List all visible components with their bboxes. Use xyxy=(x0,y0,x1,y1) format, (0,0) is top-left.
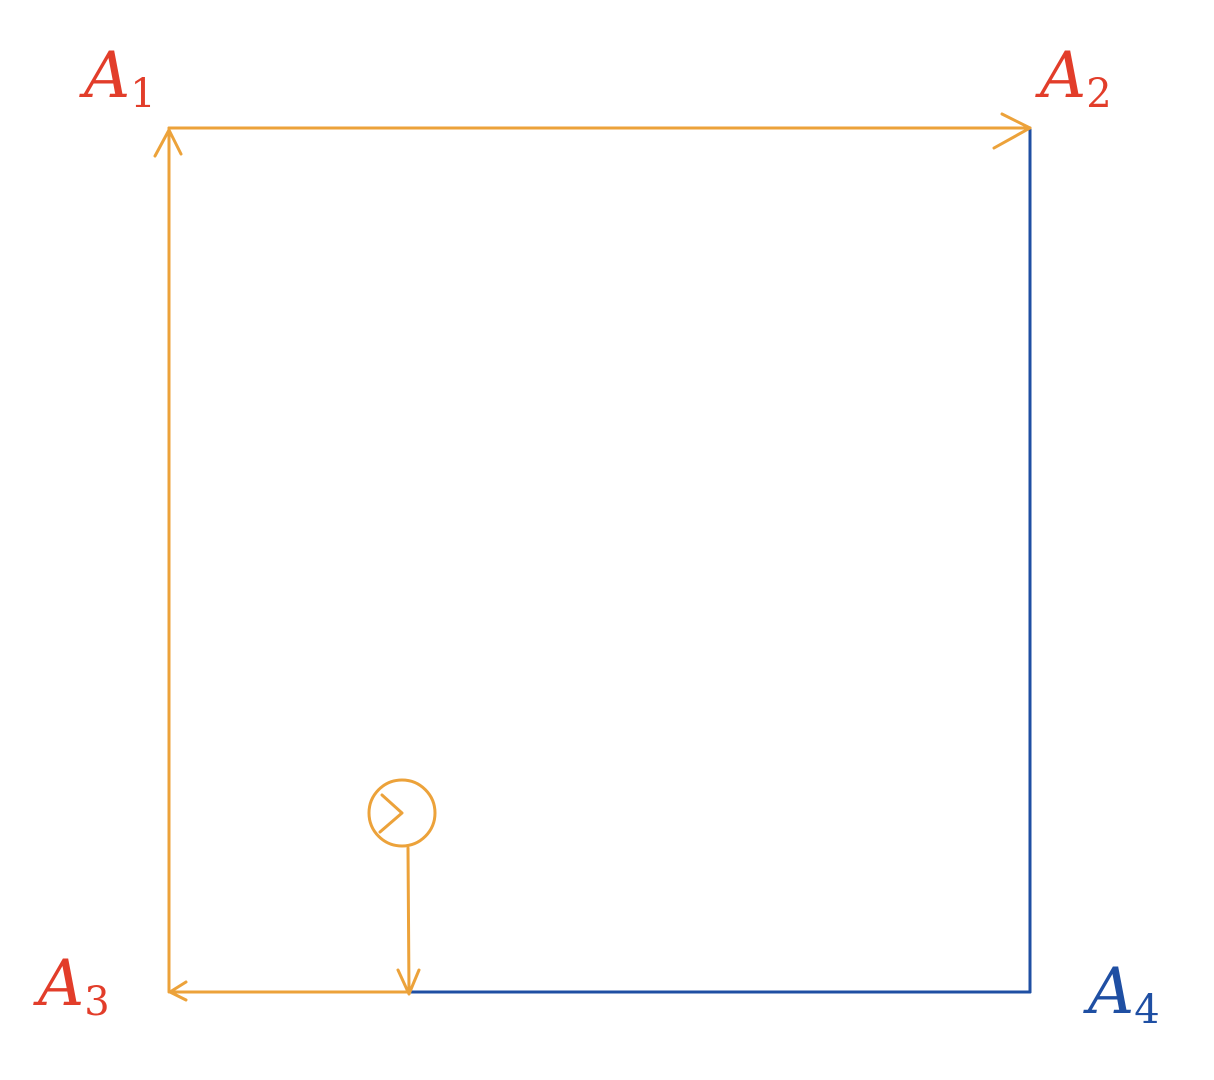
label-a4-sub: 4 xyxy=(1134,987,1159,1033)
label-a1: A1 xyxy=(84,44,156,114)
arrowhead-up xyxy=(153,128,183,158)
arrowhead-down xyxy=(396,968,421,996)
label-a2: A2 xyxy=(1040,44,1112,114)
arrowhead-right xyxy=(992,112,1032,150)
label-a3-sub: 3 xyxy=(84,979,109,1025)
path-down-from-marker xyxy=(406,846,411,994)
label-a2-letter: A xyxy=(1040,39,1086,113)
label-a2-sub: 2 xyxy=(1086,71,1111,117)
label-a3-letter: A xyxy=(38,947,84,1021)
label-a1-sub: 1 xyxy=(130,71,155,117)
label-a3: A3 xyxy=(38,952,110,1022)
label-a4: A4 xyxy=(1088,960,1160,1030)
label-a1-letter: A xyxy=(84,39,130,113)
pacman-circle-icon xyxy=(367,778,437,848)
label-a4-letter: A xyxy=(1088,955,1134,1029)
